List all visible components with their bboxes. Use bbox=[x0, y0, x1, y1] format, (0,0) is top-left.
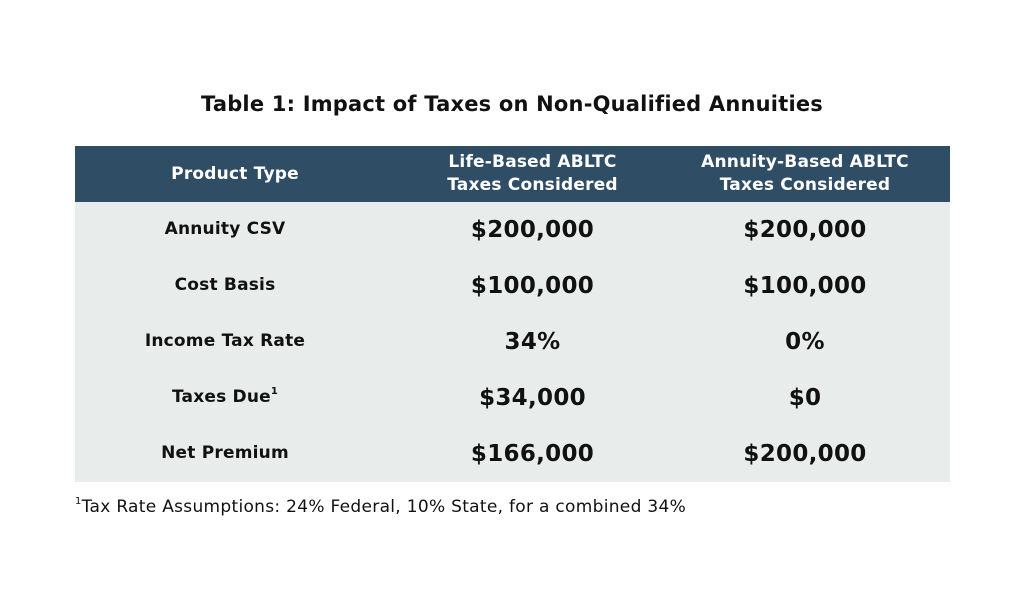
life-based-value: $34,000 bbox=[479, 385, 586, 411]
annuity-based-value: $200,000 bbox=[743, 217, 867, 243]
header-life-based: Life-Based ABLTC Taxes Considered bbox=[405, 146, 660, 202]
row-label: Income Tax Rate bbox=[144, 331, 306, 351]
table-row: Cost Basis $100,000 $100,000 bbox=[75, 258, 950, 314]
row-label-cell: Net Premium bbox=[85, 426, 365, 482]
life-based-value: $200,000 bbox=[470, 217, 595, 243]
annuity-based-value: $100,000 bbox=[743, 273, 867, 299]
table-row: Income Tax Rate 34% 0% bbox=[75, 314, 950, 370]
header-annuity-based: Annuity-Based ABLTC Taxes Considered bbox=[673, 146, 937, 202]
header-annuity-based-line1: Annuity-Based ABLTC bbox=[701, 152, 909, 172]
table-title: Table 1: Impact of Taxes on Non-Qualifie… bbox=[201, 92, 823, 116]
taxes-table: Product Type Life-Based ABLTC Taxes Cons… bbox=[75, 146, 950, 482]
header-life-based-line2: Taxes Considered bbox=[447, 175, 618, 195]
table-header-row: Product Type Life-Based ABLTC Taxes Cons… bbox=[75, 146, 950, 202]
life-based-value-cell: $166,000 bbox=[405, 426, 660, 482]
table-row: Taxes Due1 $34,000 $0 bbox=[75, 370, 950, 426]
row-label-cell: Taxes Due1 bbox=[85, 370, 365, 426]
annuity-based-value-cell: $0 bbox=[673, 370, 937, 426]
header-product-type-label: Product Type bbox=[171, 163, 299, 184]
annuity-based-value: $200,000 bbox=[743, 441, 867, 467]
table-row: Annuity CSV $200,000 $200,000 bbox=[75, 202, 950, 258]
life-based-value-cell: $34,000 bbox=[405, 370, 660, 426]
footnote-text: Tax Rate Assumptions: 24% Federal, 10% S… bbox=[81, 497, 687, 517]
annuity-based-value: 0% bbox=[785, 329, 825, 355]
annuity-based-value-cell: $200,000 bbox=[673, 202, 937, 258]
life-based-value: $100,000 bbox=[470, 273, 595, 299]
row-label: Taxes Due1 bbox=[171, 386, 279, 407]
annuity-based-value-cell: $200,000 bbox=[673, 426, 937, 482]
row-label-cell: Cost Basis bbox=[85, 258, 365, 314]
header-product-type: Product Type bbox=[95, 146, 375, 202]
table-row: Net Premium $166,000 $200,000 bbox=[75, 426, 950, 482]
life-based-value: $166,000 bbox=[470, 441, 595, 467]
annuity-based-value-cell: 0% bbox=[673, 314, 937, 370]
row-label-cell: Income Tax Rate bbox=[85, 314, 365, 370]
annuity-based-value-cell: $100,000 bbox=[673, 258, 937, 314]
footnote-marker: 1 bbox=[270, 386, 279, 397]
row-label: Net Premium bbox=[161, 443, 289, 463]
life-based-value-cell: $200,000 bbox=[405, 202, 660, 258]
life-based-value-cell: 34% bbox=[405, 314, 660, 370]
footnote-number: 1 bbox=[75, 496, 82, 507]
row-label: Cost Basis bbox=[174, 275, 276, 295]
header-annuity-based-line2: Taxes Considered bbox=[719, 175, 891, 195]
row-label-cell: Annuity CSV bbox=[85, 202, 365, 258]
annuity-based-value: $0 bbox=[788, 385, 822, 411]
life-based-value: 34% bbox=[504, 329, 561, 355]
footnote: 1Tax Rate Assumptions: 24% Federal, 10% … bbox=[75, 496, 687, 517]
row-label-text: Taxes Due bbox=[171, 387, 271, 407]
row-label: Annuity CSV bbox=[164, 219, 286, 239]
header-life-based-line1: Life-Based ABLTC bbox=[448, 152, 617, 172]
life-based-value-cell: $100,000 bbox=[405, 258, 660, 314]
